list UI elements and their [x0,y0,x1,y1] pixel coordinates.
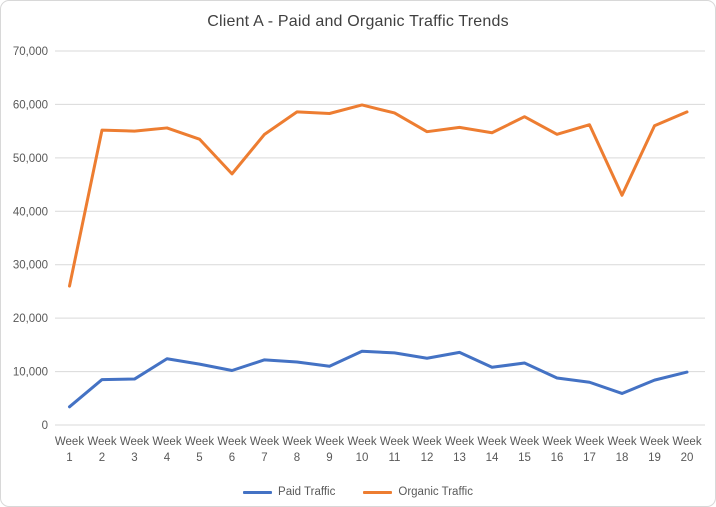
x-axis-tick-label: Week 19 [640,436,669,464]
x-axis-tick-label: Week 5 [185,436,214,464]
x-axis-tick-label: Week 12 [412,436,441,464]
organic-traffic-line-swatch [363,490,393,494]
paid-traffic-line-swatch [243,490,273,494]
y-axis-tick-label: 50,000 [13,153,48,165]
x-axis-tick-label: Week 6 [217,436,246,464]
x-axis-tick-label: Week 11 [380,436,409,464]
y-axis-tick-label: 20,000 [13,313,48,325]
x-axis-tick-label: Week 1 [55,436,84,464]
series-line-paid-traffic [68,349,689,409]
y-axis-tick-label: 0 [42,420,48,432]
x-axis-tick-label: Week 15 [510,436,539,464]
legend-item-organic-traffic: Organic Traffic [363,486,473,498]
x-axis-tick-label: Week 7 [250,436,279,464]
x-axis-tick-label: Week 18 [607,436,636,464]
legend-label-organic-traffic: Organic Traffic [398,486,473,498]
y-axis-tick-label: 60,000 [13,99,48,111]
x-axis-tick-label: Week 17 [575,436,604,464]
x-axis-tick-label: Week 3 [120,436,149,464]
x-axis-tick-label: Week 4 [152,436,181,464]
chart-title: Client A - Paid and Organic Traffic Tren… [207,13,509,30]
x-axis-tick-label: Week 13 [445,436,474,464]
y-axis-tick-label: 70,000 [13,46,48,58]
y-axis-tick-label: 40,000 [13,206,48,218]
y-axis-tick-label: 10,000 [13,367,48,379]
legend: Paid Traffic Organic Traffic [1,486,715,498]
x-axis-tick-label: Week 16 [542,436,571,464]
series-line-organic-traffic [68,103,689,288]
x-axis-tick-label: Week 8 [282,436,311,464]
legend-label-paid-traffic: Paid Traffic [278,486,336,498]
legend-item-paid-traffic: Paid Traffic [243,486,335,498]
x-axis-tick-label: Week 2 [87,436,116,464]
x-axis-tick-label: Week 20 [672,436,701,464]
x-axis-tick-label: Week 9 [315,436,344,464]
y-axis-tick-label: 30,000 [13,260,48,272]
x-axis-tick-label: Week 14 [477,436,506,464]
x-axis-tick-label: Week 10 [347,436,376,464]
